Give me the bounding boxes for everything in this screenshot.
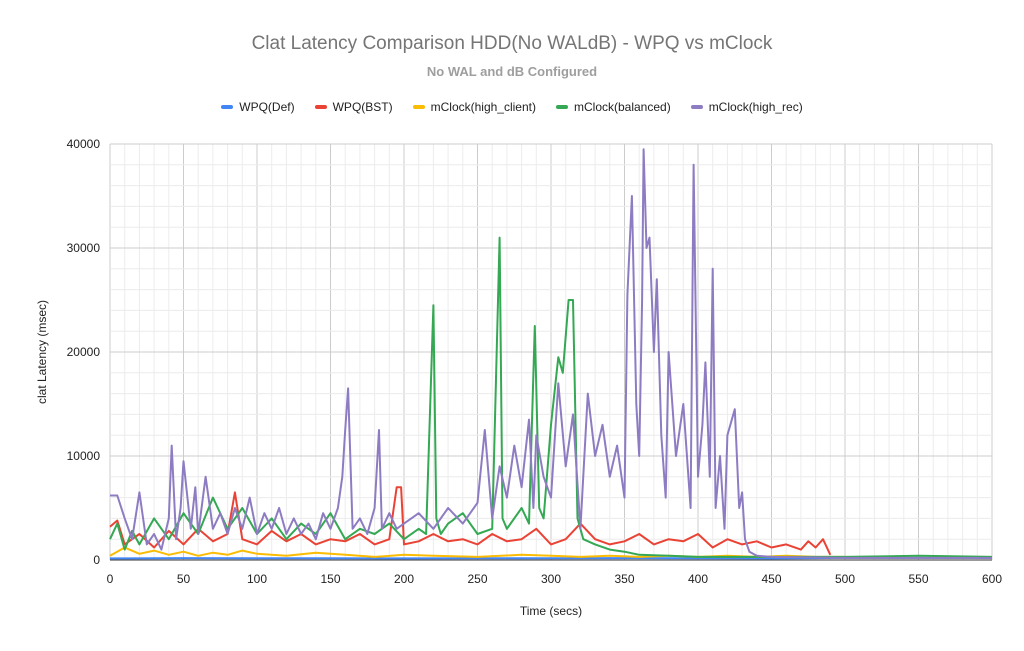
x-tick-label: 550 [908, 572, 928, 586]
legend-swatch [221, 105, 234, 109]
chart-legend: WPQ(Def) WPQ(BST) mClock(high_client) mCloc… [0, 100, 1024, 114]
y-tick-label: 40000 [67, 137, 101, 151]
x-tick-label: 300 [541, 572, 561, 586]
y-tick-label: 10000 [67, 449, 101, 463]
x-tick-label: 350 [614, 572, 634, 586]
series-line-mclock-high-client- [109, 546, 845, 558]
chart-title: Clat Latency Comparison HDD(No WALdB) - … [251, 33, 773, 54]
y-axis-title: clat Latency (msec) [35, 300, 49, 404]
legend-label: WPQ(Def) [239, 100, 295, 114]
legend-label: WPQ(BST) [332, 100, 393, 114]
legend-label: mClock(high_rec) [708, 100, 803, 114]
legend-swatch [314, 105, 327, 109]
legend-label: mClock(balanced) [573, 100, 671, 114]
legend-item[interactable]: mClock(high_rec) [690, 100, 803, 114]
legend-item[interactable]: WPQ(Def) [221, 100, 295, 114]
legend-swatch [412, 105, 425, 109]
x-tick-label: 250 [467, 572, 487, 586]
y-tick-label: 30000 [67, 241, 101, 255]
legend-label: mClock(high_client) [430, 100, 536, 114]
x-tick-label: 150 [320, 572, 340, 586]
x-tick-label: 50 [177, 572, 191, 586]
chart-series [109, 148, 993, 560]
x-tick-label: 500 [835, 572, 855, 586]
x-tick-label: 0 [107, 572, 114, 586]
chart-axes: 0 50 100 150 200 250 300 350 400 450 500 550 600 0 100… [67, 137, 1003, 586]
legend-item[interactable]: WPQ(BST) [314, 100, 393, 114]
x-tick-label: 450 [761, 572, 781, 586]
x-tick-label: 100 [247, 572, 267, 586]
x-axis-title: Time (secs) [520, 604, 582, 618]
y-tick-label: 0 [93, 553, 100, 567]
x-tick-label: 400 [688, 572, 708, 586]
legend-swatch [555, 105, 568, 109]
legend-item[interactable]: mClock(high_client) [412, 100, 536, 114]
series-line-mclock-high-rec- [110, 148, 992, 559]
x-tick-label: 200 [394, 572, 414, 586]
legend-swatch [690, 105, 703, 109]
y-tick-label: 20000 [67, 345, 101, 359]
chart-subtitle: No WAL and dB Configured [426, 64, 598, 79]
series-line-mclock-balanced- [109, 236, 993, 558]
x-tick-label: 600 [982, 572, 1002, 586]
legend-item[interactable]: mClock(balanced) [555, 100, 671, 114]
